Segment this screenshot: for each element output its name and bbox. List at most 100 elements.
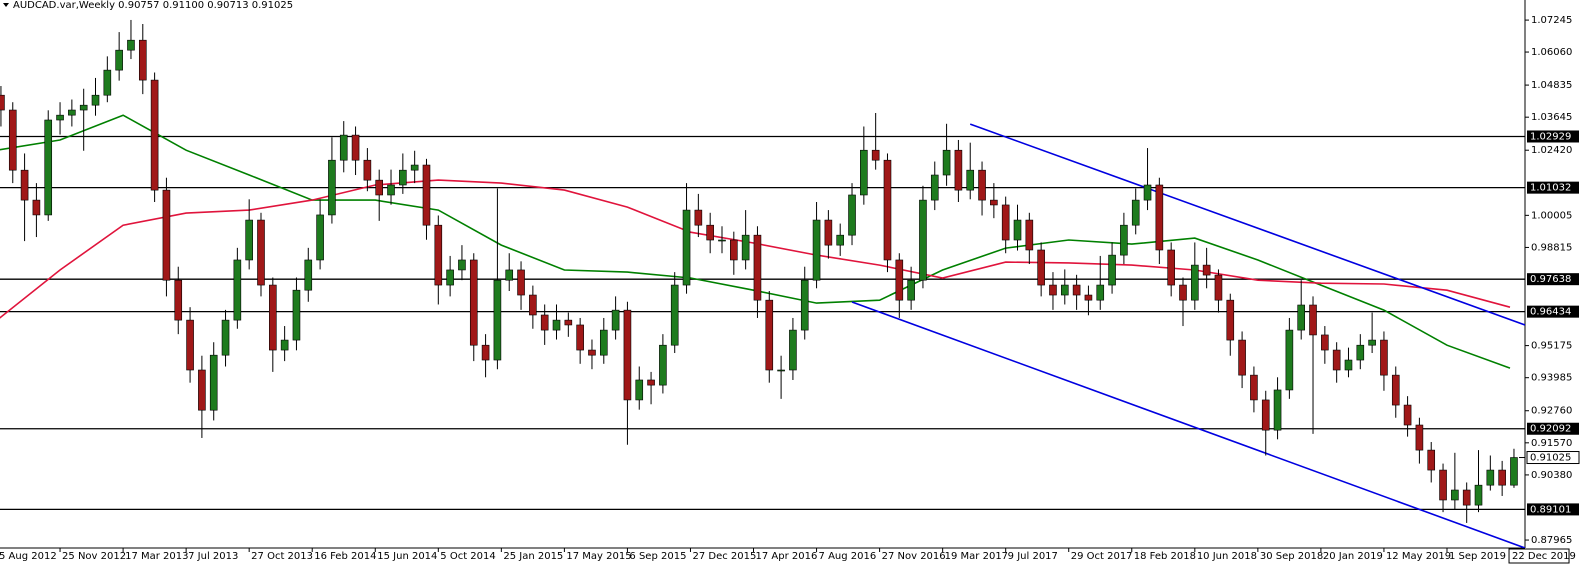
y-tick-label: 0.87965 [1531, 535, 1572, 546]
candle-body [410, 164, 419, 171]
level-label: 0.92092 [1530, 424, 1571, 435]
candle-body [718, 239, 726, 242]
x-tick-label: 10 Jun 2018 [1197, 551, 1257, 562]
candle-body [375, 179, 384, 196]
candle-body [741, 234, 750, 261]
candle-body [1084, 294, 1093, 301]
candle-body [789, 329, 797, 371]
candle-body [280, 339, 289, 351]
candle-body [446, 269, 454, 286]
candle-body [1285, 329, 1294, 391]
candle-body [1202, 264, 1211, 276]
candle-body [399, 169, 407, 186]
last-price-box [1526, 451, 1580, 465]
candle-body [1321, 334, 1329, 351]
y-tick-label: 1.07245 [1531, 15, 1572, 26]
candle-body [32, 199, 41, 216]
candle-body [836, 234, 844, 246]
candle-body [623, 309, 632, 401]
candle-body [966, 169, 975, 191]
candle-body [1037, 249, 1045, 286]
candle-body [328, 159, 336, 216]
candle-body [174, 279, 183, 321]
x-tick-label: 12 May 2019 [1386, 551, 1451, 562]
candle-body [800, 279, 809, 331]
x-tick-label: 9 Jul 2017 [1008, 551, 1058, 562]
x-tick-label: 5 Aug 2012 [0, 551, 57, 562]
candle-body [599, 329, 608, 356]
candle-body [706, 224, 714, 241]
candle-body [1498, 469, 1506, 486]
candle-body [1250, 374, 1258, 401]
candle-body [458, 259, 466, 271]
candle-body [8, 109, 17, 171]
x-tick-label: 5 Oct 2014 [440, 551, 495, 562]
x-tick-label: 27 Dec 2015 [692, 551, 756, 562]
candle-body [1120, 224, 1128, 256]
candle-body [1462, 489, 1471, 506]
candle-body [824, 219, 833, 246]
x-tick-label: 6 Sep 2015 [629, 551, 686, 562]
x-tick-label: 25 Jan 2015 [503, 551, 563, 562]
candle-body [694, 209, 703, 226]
x-tick-label: 7 Aug 2016 [819, 551, 877, 562]
candle-body [505, 269, 514, 281]
level-label-box [1527, 305, 1579, 318]
candle-body [1025, 219, 1034, 251]
candle-body [871, 149, 880, 161]
candle-body [1167, 249, 1175, 286]
x-tick-label: 16 Feb 2014 [314, 551, 376, 562]
x-tick-label: 7 Jul 2013 [188, 551, 238, 562]
candle-body [1261, 399, 1270, 431]
candle-body [1155, 184, 1164, 251]
x-tick-label: 20 Jan 2019 [1323, 551, 1383, 562]
candle-body [1403, 404, 1412, 426]
candle-body [1297, 304, 1305, 331]
candle-body [233, 259, 242, 321]
candle-body [895, 259, 904, 301]
trend-line [969, 123, 1525, 326]
candle-body [103, 69, 112, 96]
candle-body [990, 199, 998, 206]
candle-body [588, 349, 596, 356]
y-tick-label: 1.04835 [1531, 80, 1572, 91]
candle-body [848, 194, 856, 236]
candle-body [91, 94, 100, 106]
candle-body [269, 284, 277, 351]
x-tick-label: 29 Oct 2017 [1071, 551, 1133, 562]
candle-body [1380, 339, 1388, 376]
level-label-box [1527, 130, 1579, 143]
candle-body [1108, 254, 1116, 286]
level-label: 0.97638 [1530, 274, 1571, 285]
candle-body [1427, 449, 1436, 471]
candle-body [978, 169, 986, 201]
plot-area [0, 19, 1525, 548]
x-tick-label: 27 Nov 2016 [882, 551, 946, 562]
candle-body [529, 294, 537, 316]
candle-body [564, 319, 573, 326]
candle-body [1143, 184, 1152, 201]
candle-body [1131, 199, 1140, 226]
candle-body [56, 114, 64, 121]
candle-body [765, 299, 774, 371]
candle-body [552, 319, 561, 331]
candle-body [540, 314, 549, 331]
candle-body [387, 184, 395, 196]
candle-body [469, 259, 478, 346]
candle-body [351, 134, 360, 161]
candle-body [635, 379, 644, 401]
candle-body [198, 369, 206, 411]
candle-body [883, 159, 892, 261]
candle-body [127, 39, 135, 51]
candle-body [1309, 304, 1317, 336]
candle-body [304, 259, 313, 291]
candle-body [68, 109, 76, 116]
candle-body [1226, 299, 1235, 341]
candle-body [1072, 284, 1081, 296]
candle-body [1049, 284, 1057, 296]
candle-body [245, 219, 253, 261]
y-tick-label: 0.90380 [1531, 470, 1572, 481]
candle-body [481, 344, 490, 361]
level-label-box [1527, 273, 1579, 286]
candle-body [1368, 339, 1376, 346]
